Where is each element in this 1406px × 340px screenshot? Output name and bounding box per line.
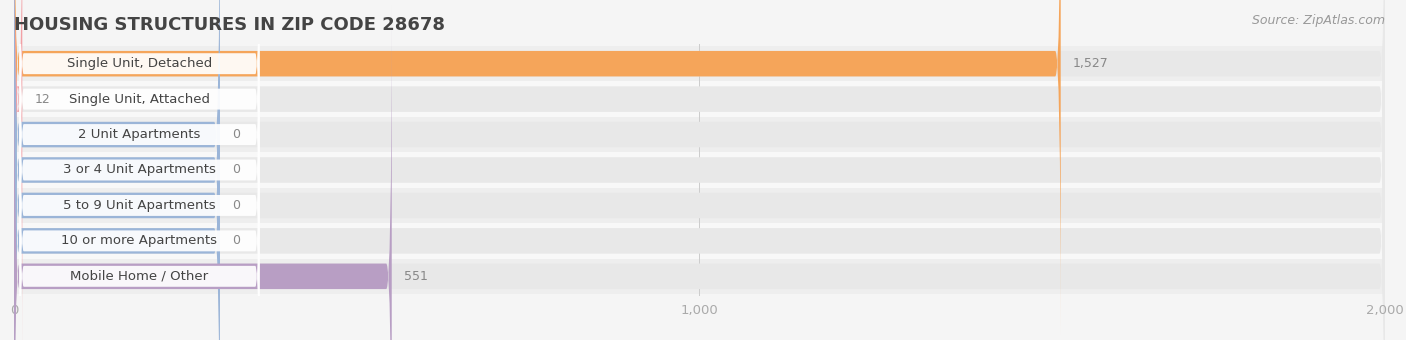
FancyBboxPatch shape — [0, 117, 1406, 152]
Text: 0: 0 — [232, 234, 240, 248]
FancyBboxPatch shape — [14, 0, 219, 340]
Text: 0: 0 — [232, 199, 240, 212]
Text: 5 to 9 Unit Apartments: 5 to 9 Unit Apartments — [63, 199, 215, 212]
Text: HOUSING STRUCTURES IN ZIP CODE 28678: HOUSING STRUCTURES IN ZIP CODE 28678 — [14, 16, 446, 34]
FancyBboxPatch shape — [20, 0, 260, 337]
Text: Single Unit, Detached: Single Unit, Detached — [67, 57, 212, 70]
Text: 10 or more Apartments: 10 or more Apartments — [62, 234, 218, 248]
FancyBboxPatch shape — [14, 0, 1385, 340]
FancyBboxPatch shape — [14, 0, 1385, 340]
FancyBboxPatch shape — [0, 81, 1406, 117]
Text: 551: 551 — [404, 270, 427, 283]
FancyBboxPatch shape — [20, 74, 260, 340]
Text: 12: 12 — [35, 92, 51, 106]
FancyBboxPatch shape — [14, 0, 219, 340]
Text: Mobile Home / Other: Mobile Home / Other — [70, 270, 208, 283]
FancyBboxPatch shape — [14, 0, 1385, 340]
FancyBboxPatch shape — [20, 3, 260, 340]
FancyBboxPatch shape — [14, 0, 1060, 335]
FancyBboxPatch shape — [14, 0, 1385, 340]
FancyBboxPatch shape — [14, 5, 392, 340]
FancyBboxPatch shape — [0, 152, 1406, 188]
FancyBboxPatch shape — [14, 0, 22, 340]
Text: Source: ZipAtlas.com: Source: ZipAtlas.com — [1251, 14, 1385, 27]
Text: Single Unit, Attached: Single Unit, Attached — [69, 92, 209, 106]
FancyBboxPatch shape — [14, 0, 219, 340]
FancyBboxPatch shape — [20, 0, 260, 301]
FancyBboxPatch shape — [20, 0, 260, 266]
Text: 0: 0 — [232, 128, 240, 141]
FancyBboxPatch shape — [0, 259, 1406, 294]
Text: 3 or 4 Unit Apartments: 3 or 4 Unit Apartments — [63, 164, 217, 176]
FancyBboxPatch shape — [0, 223, 1406, 259]
Text: 1,527: 1,527 — [1073, 57, 1109, 70]
FancyBboxPatch shape — [14, 0, 219, 340]
Text: 0: 0 — [232, 164, 240, 176]
FancyBboxPatch shape — [20, 39, 260, 340]
FancyBboxPatch shape — [20, 0, 260, 340]
FancyBboxPatch shape — [0, 46, 1406, 81]
Text: 2 Unit Apartments: 2 Unit Apartments — [79, 128, 201, 141]
FancyBboxPatch shape — [0, 188, 1406, 223]
FancyBboxPatch shape — [14, 0, 1385, 335]
FancyBboxPatch shape — [14, 0, 1385, 340]
FancyBboxPatch shape — [14, 5, 1385, 340]
